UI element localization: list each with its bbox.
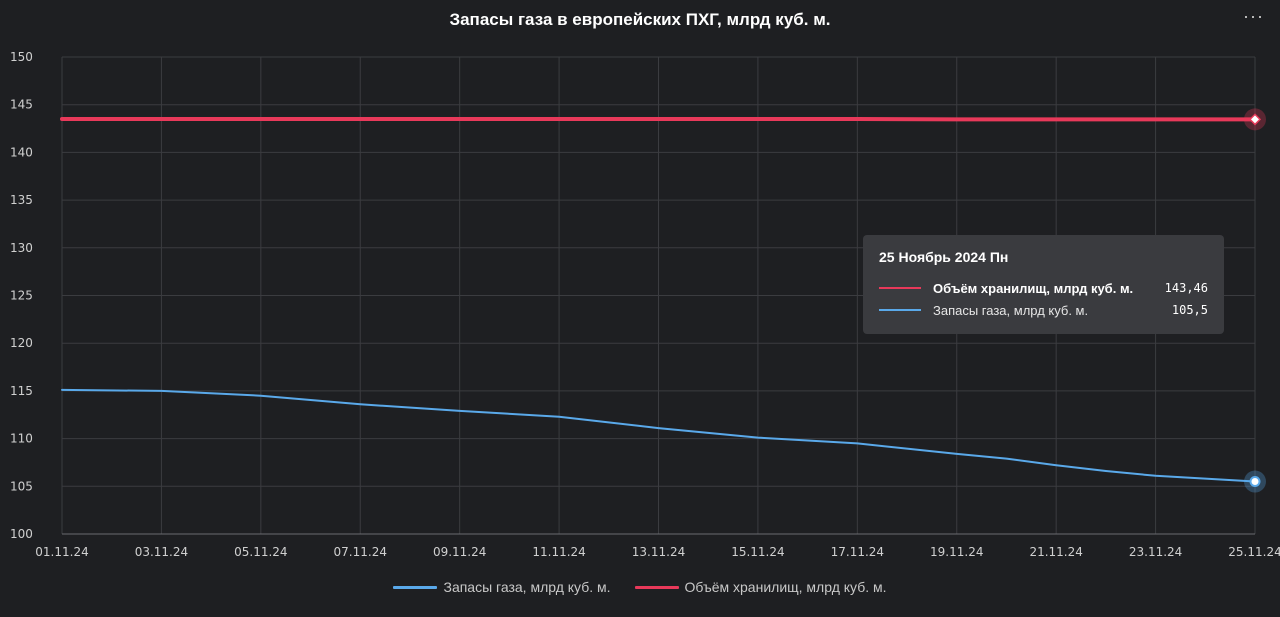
y-tick-label: 110 bbox=[10, 432, 33, 446]
x-tick-label: 07.11.24 bbox=[334, 545, 387, 559]
legend-label-reserves: Запасы газа, млрд куб. м. bbox=[443, 579, 611, 595]
x-tick-label: 09.11.24 bbox=[433, 545, 486, 559]
x-tick-label: 13.11.24 bbox=[632, 545, 685, 559]
x-tick-label: 15.11.24 bbox=[731, 545, 784, 559]
series-line-reserves bbox=[61, 388, 1256, 483]
marker-point-volume bbox=[1248, 113, 1262, 126]
x-tick-label: 11.11.24 bbox=[532, 545, 585, 559]
x-tick-label: 01.11.24 bbox=[35, 545, 88, 559]
legend-label-volume: Объём хранилищ, млрд куб. м. bbox=[684, 579, 887, 595]
tooltip-name-reserves: Запасы газа, млрд куб. м. bbox=[933, 302, 1089, 318]
tooltip-row-volume: Объём хранилищ, млрд куб. м. 143,46 bbox=[879, 277, 1208, 299]
y-tick-label: 100 bbox=[10, 527, 33, 541]
legend: Запасы газа, млрд куб. м. Объём хранилищ… bbox=[0, 579, 1280, 595]
tooltip-swatch-reserves bbox=[879, 309, 921, 311]
chart-title: Запасы газа в европейских ПХГ, млрд куб.… bbox=[449, 10, 831, 29]
y-tick-label: 145 bbox=[10, 98, 33, 112]
y-tick-label: 115 bbox=[10, 384, 33, 398]
tooltip-name-volume: Объём хранилищ, млрд куб. м. bbox=[933, 280, 1134, 296]
x-tick-label: 17.11.24 bbox=[831, 545, 884, 559]
marker-point-reserves bbox=[1249, 476, 1261, 488]
tooltip-date: 25 Ноябрь 2024 Пн bbox=[879, 249, 1009, 265]
tooltip-row-reserves: Запасы газа, млрд куб. м. 105,5 bbox=[879, 299, 1208, 321]
tooltip: 25 Ноябрь 2024 Пн Объём хранилищ, млрд к… bbox=[863, 235, 1224, 334]
x-tick-label: 23.11.24 bbox=[1129, 545, 1182, 559]
legend-swatch-volume bbox=[634, 585, 679, 589]
legend-item-volume[interactable]: Объём хранилищ, млрд куб. м. bbox=[634, 579, 887, 595]
x-tick-label: 05.11.24 bbox=[234, 545, 287, 559]
legend-item-reserves[interactable]: Запасы газа, млрд куб. м. bbox=[393, 579, 611, 595]
tooltip-value-volume: 143,46 bbox=[1164, 281, 1208, 295]
y-tick-label: 135 bbox=[10, 193, 33, 207]
x-tick-label: 03.11.24 bbox=[135, 545, 188, 559]
x-tick-label: 21.11.24 bbox=[1029, 545, 1082, 559]
tooltip-value-reserves: 105,5 bbox=[1171, 303, 1208, 317]
y-tick-label: 150 bbox=[10, 50, 33, 64]
y-tick-label: 140 bbox=[10, 145, 33, 159]
y-tick-label: 125 bbox=[10, 289, 33, 303]
x-tick-label: 25.11.24 bbox=[1228, 545, 1280, 559]
y-tick-label: 130 bbox=[10, 241, 33, 255]
y-tick-label: 120 bbox=[10, 336, 33, 350]
more-menu-icon[interactable]: ··· bbox=[1243, 6, 1264, 26]
y-tick-label: 105 bbox=[10, 479, 33, 493]
legend-swatch-reserves bbox=[393, 585, 438, 589]
tooltip-swatch-volume bbox=[879, 287, 921, 289]
x-tick-label: 19.11.24 bbox=[930, 545, 983, 559]
